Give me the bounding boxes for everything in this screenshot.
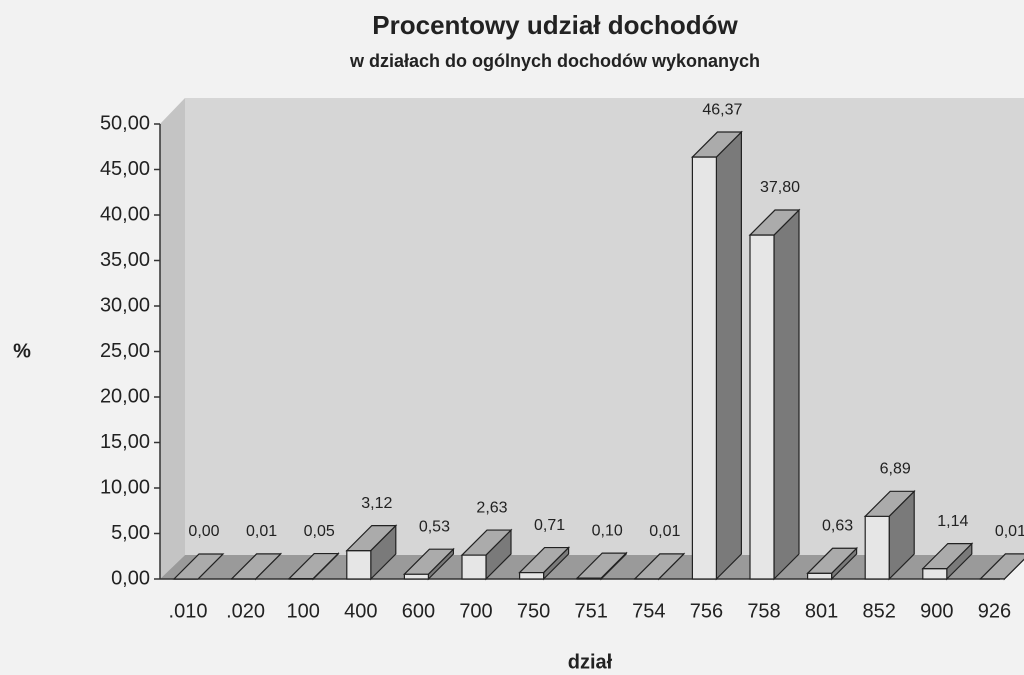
data-label: 3,12 <box>361 495 392 512</box>
x-tick-label: 400 <box>344 600 377 622</box>
y-tick-label: 10,00 <box>100 476 150 498</box>
bar-top <box>287 552 340 580</box>
x-tick-label: 700 <box>459 600 492 622</box>
x-tick-label: 750 <box>517 600 550 622</box>
bar-top <box>460 529 513 556</box>
x-tick-label: 900 <box>920 600 953 622</box>
data-label: 46,37 <box>702 101 742 118</box>
x-tick-label: 758 <box>747 600 780 622</box>
x-tick-label: 926 <box>978 600 1011 622</box>
bar-front <box>518 571 545 580</box>
bar-side <box>715 130 743 581</box>
bar-front <box>346 550 372 580</box>
x-tick-label: 756 <box>690 600 723 622</box>
x-tick-label: 600 <box>402 600 435 622</box>
bar-front <box>691 156 718 580</box>
bar-front <box>806 572 833 580</box>
data-label: 0,00 <box>188 523 219 540</box>
data-label: 2,63 <box>476 499 507 516</box>
y-tick-label: 35,00 <box>100 249 150 271</box>
y-axis-label: % <box>13 340 31 362</box>
bar-top <box>230 553 283 580</box>
x-tick-label: 100 <box>287 600 320 622</box>
data-label: 0,01 <box>995 523 1024 540</box>
bar-top <box>633 553 686 580</box>
x-tick-label: 751 <box>575 600 608 622</box>
x-tick-label: 852 <box>863 600 896 622</box>
bar-top <box>978 553 1024 580</box>
side-wall <box>160 98 185 579</box>
x-tick-label: .020 <box>226 600 265 622</box>
data-label: 37,80 <box>760 179 800 196</box>
bar-side <box>773 208 800 581</box>
y-tick-label: 45,00 <box>100 158 150 180</box>
y-tick-label: 5,00 <box>111 522 150 544</box>
bar-front <box>461 554 487 580</box>
bar-front <box>864 515 890 580</box>
x-tick-label: .010 <box>169 600 208 622</box>
bar-top <box>921 543 974 570</box>
x-tick-label: 801 <box>805 600 838 622</box>
data-label: 0,53 <box>419 518 450 535</box>
bar-top <box>748 209 801 236</box>
bar-front <box>403 573 429 580</box>
bar-top <box>575 552 628 579</box>
chart-title: Procentowy udział dochodów <box>372 10 738 40</box>
bar-top <box>172 553 225 580</box>
data-label: 0,10 <box>592 522 623 539</box>
y-tick-label: 30,00 <box>100 294 150 316</box>
data-label: 0,01 <box>649 523 680 540</box>
bar-top <box>402 548 455 575</box>
y-tick-label: 15,00 <box>100 431 150 453</box>
bar-top <box>345 525 398 552</box>
bar-front <box>922 568 948 580</box>
bar-top <box>806 547 859 574</box>
data-label: 0,05 <box>304 523 335 540</box>
chart-subtitle: w działach do ogólnych dochodów wykonany… <box>349 51 760 71</box>
data-label: 0,71 <box>534 517 565 534</box>
x-axis-label: dział <box>568 651 613 673</box>
bar-front <box>749 234 775 580</box>
bar-top <box>518 546 571 574</box>
x-tick-label: 754 <box>632 600 665 622</box>
data-label: 0,63 <box>822 517 853 534</box>
y-tick-label: 50,00 <box>100 112 150 134</box>
bar-top <box>863 490 916 517</box>
data-label: 0,01 <box>246 523 277 540</box>
y-tick-label: 40,00 <box>100 203 150 225</box>
back-wall <box>185 98 1024 555</box>
y-tick-label: 25,00 <box>100 340 150 362</box>
y-tick-label: 0,00 <box>111 567 150 589</box>
y-tick-label: 20,00 <box>100 385 150 407</box>
data-label: 1,14 <box>937 513 968 530</box>
data-label: 6,89 <box>880 461 911 478</box>
bar-top <box>690 131 743 158</box>
